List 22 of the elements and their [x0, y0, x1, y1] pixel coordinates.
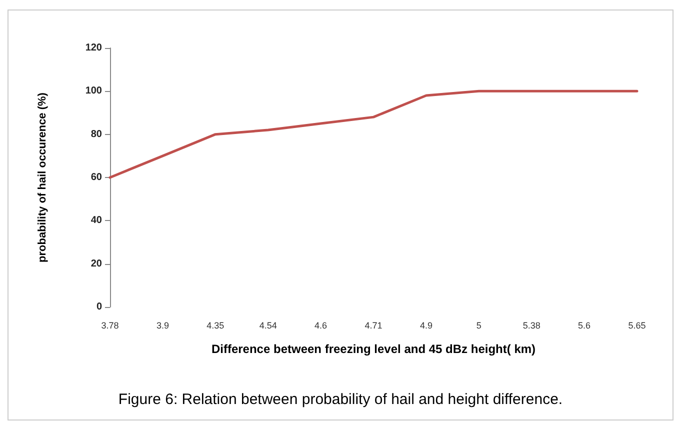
x-tick-label: 5.38 [522, 320, 540, 330]
x-tick-label: 4.54 [259, 320, 277, 330]
line-series [108, 90, 638, 179]
x-tick-label: 5.65 [628, 320, 646, 330]
y-tick-label: 80 [90, 128, 102, 140]
y-tick-label: 20 [90, 258, 102, 270]
y-axis-title: probability of hail occurence (%) [36, 92, 48, 262]
x-tick-label: 3.9 [156, 320, 169, 330]
x-tick-label: 4.35 [206, 320, 224, 330]
x-tick-label: 4.9 [420, 320, 432, 330]
x-tick-label: 4.6 [314, 320, 328, 330]
y-tick-label: 60 [90, 172, 102, 183]
x-tick-label: 5.6 [578, 320, 591, 330]
y-tick-label: 40 [90, 215, 102, 226]
y-tick-label: 100 [85, 86, 102, 97]
x-tick-label: 5 [476, 320, 482, 330]
x-axis-title: Difference between freezing level and 45 dBz height( km) [211, 342, 536, 356]
caption: Figure 6: Relation between probability of hail and height difference. [118, 391, 563, 408]
x-tick-label: 3.78 [101, 320, 119, 330]
x-tick-label: 4.71 [364, 320, 382, 330]
y-tick-label: 120 [85, 42, 102, 54]
y-tick-label: 0 [96, 302, 102, 312]
